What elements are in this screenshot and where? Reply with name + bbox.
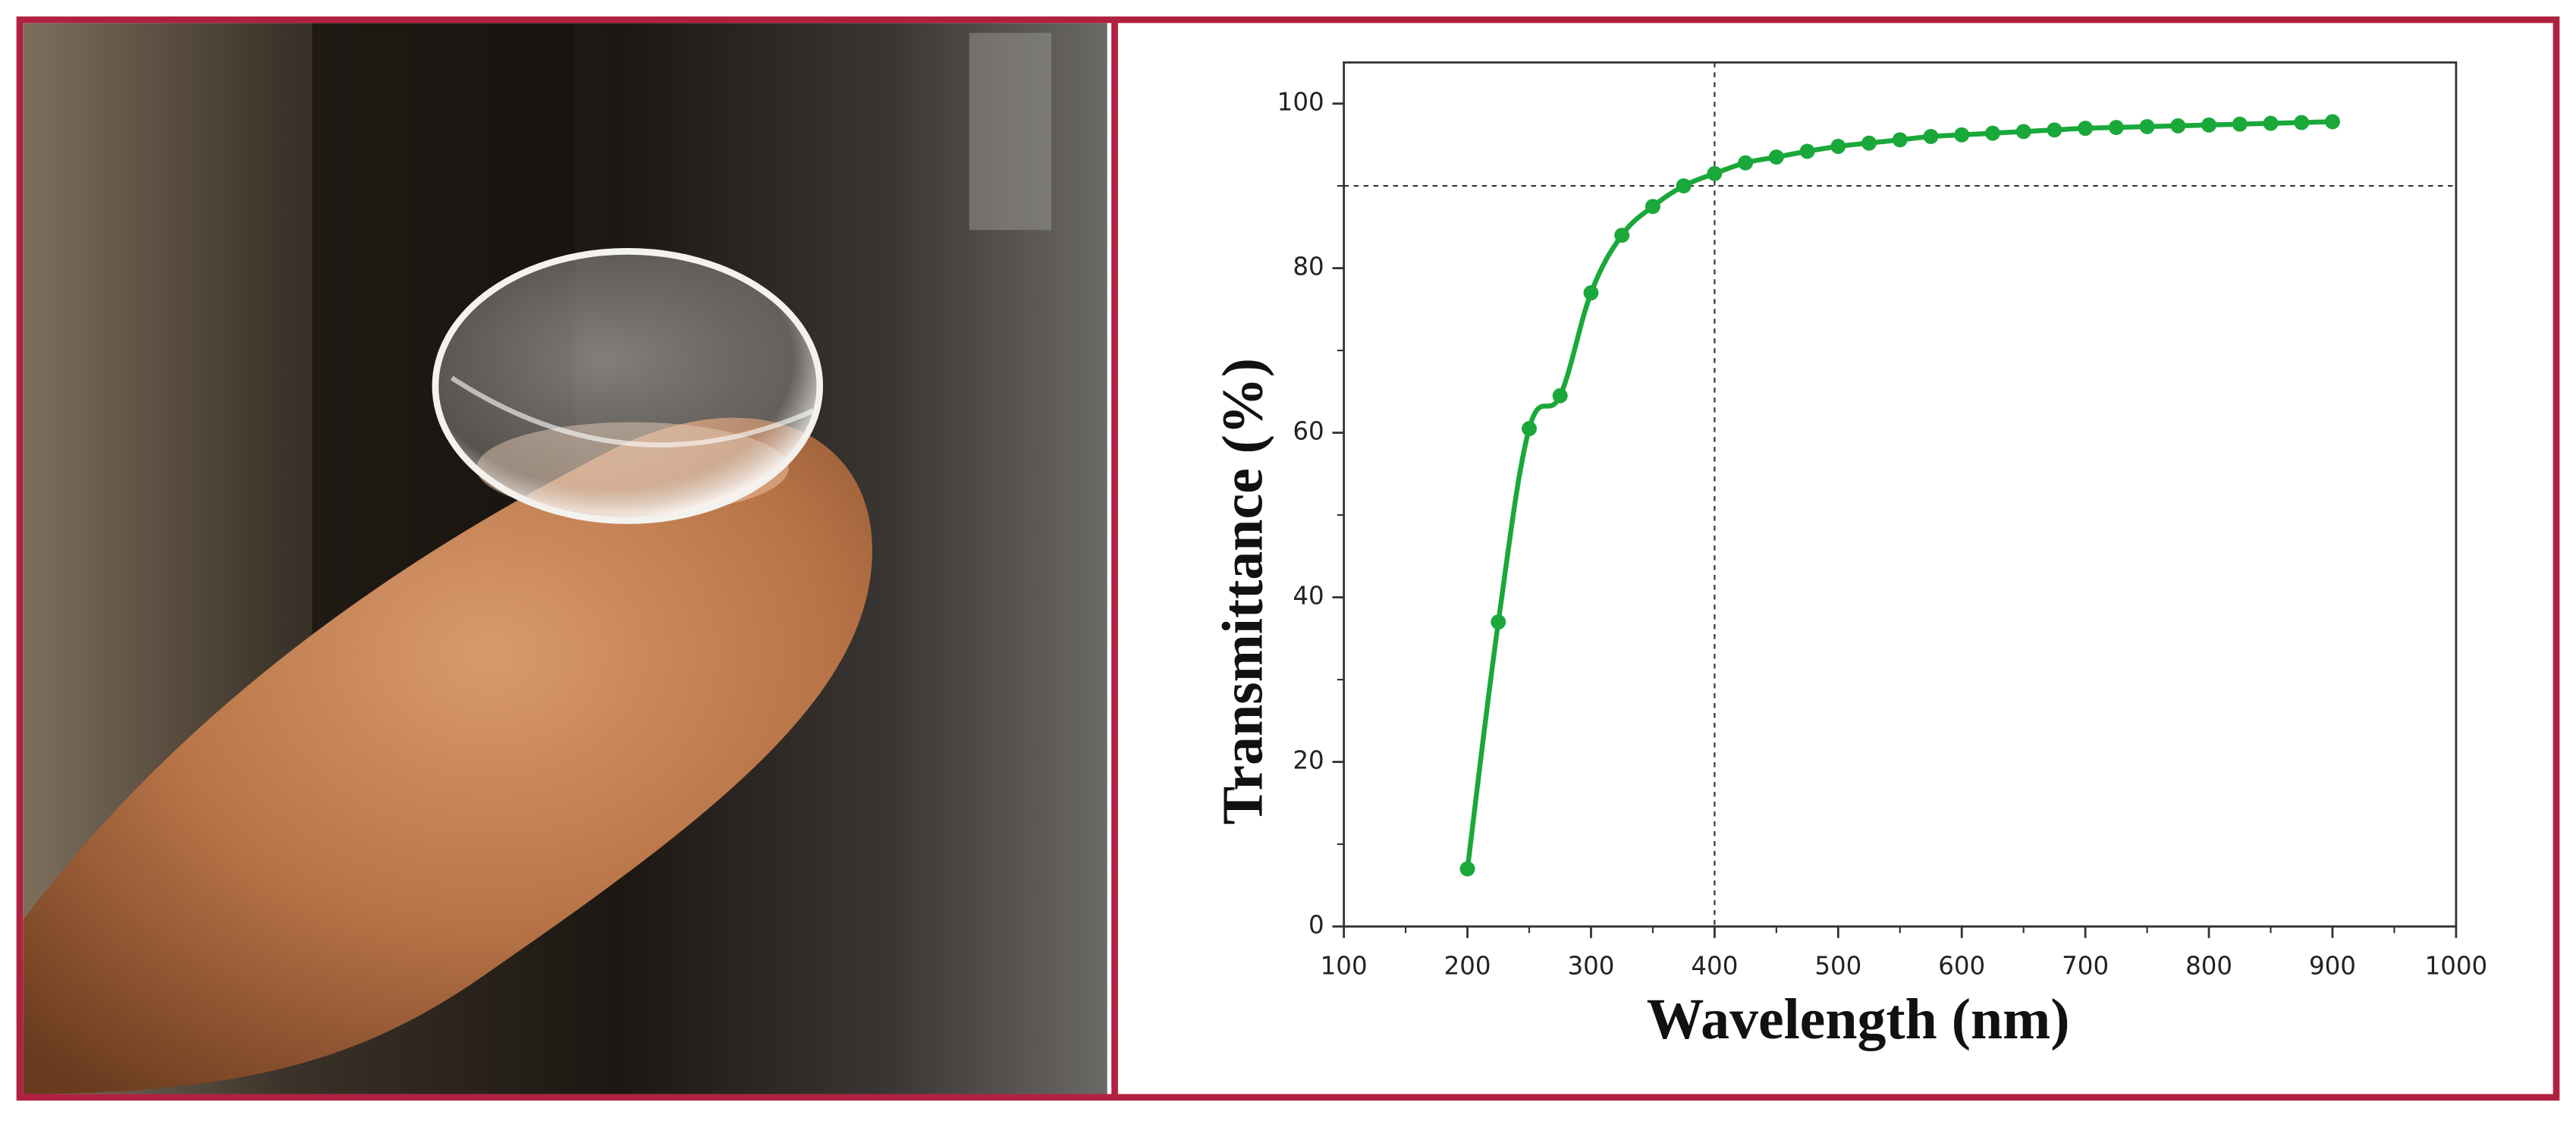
data-point <box>1645 199 1660 215</box>
x-tick-label: 500 <box>1814 952 1861 981</box>
data-point <box>2047 122 2062 138</box>
data-point <box>1491 614 1506 630</box>
y-axis-title: Transmittance (%) <box>1211 358 1274 824</box>
x-axis-title: Wavelength (nm) <box>1647 988 2070 1051</box>
outer-border <box>16 16 2560 1101</box>
data-point <box>1522 421 1537 437</box>
data-point <box>2232 116 2248 132</box>
y-tick-label: 80 <box>1293 253 1324 281</box>
x-tick-label: 100 <box>1321 952 1368 981</box>
data-point <box>2325 114 2340 130</box>
data-point <box>1707 165 1723 181</box>
x-tick-label: 700 <box>2062 952 2109 981</box>
y-tick-label: 40 <box>1293 582 1324 611</box>
x-tick-label: 200 <box>1444 952 1491 981</box>
data-point <box>2108 120 2124 135</box>
x-tick-label: 400 <box>1691 952 1738 981</box>
x-tick-label: 600 <box>1938 952 1985 981</box>
data-point <box>1614 228 1630 243</box>
data-point <box>1923 129 1939 144</box>
data-point <box>2201 117 2217 133</box>
data-point <box>1984 125 2000 141</box>
x-tick-label: 300 <box>1567 952 1614 981</box>
data-point <box>1768 149 1784 165</box>
data-point <box>1799 143 1815 159</box>
data-point <box>1892 132 1908 148</box>
photo <box>23 23 1107 1094</box>
contact-lens <box>432 248 824 524</box>
x-tick-label: 800 <box>2185 952 2232 981</box>
data-point <box>1459 861 1475 877</box>
y-tick-label: 0 <box>1308 911 1324 940</box>
data-point <box>1583 285 1599 301</box>
photo-highlight <box>969 33 1052 231</box>
lens-edge <box>450 375 815 447</box>
y-tick-label: 60 <box>1293 417 1324 446</box>
data-point <box>1830 139 1846 154</box>
data-point <box>1738 155 1754 171</box>
data-point <box>2263 115 2279 131</box>
data-point <box>2078 121 2094 137</box>
x-tick-label: 1000 <box>2425 952 2488 981</box>
data-point <box>1861 135 1877 151</box>
x-tick-label: 900 <box>2309 952 2356 981</box>
data-point <box>2170 118 2186 133</box>
y-tick-label: 20 <box>1293 746 1324 775</box>
data-point <box>2294 115 2310 130</box>
chart: Wavelength (nm) Transmittance (%) 100 200… <box>1211 61 2488 1051</box>
data-point <box>2139 118 2155 134</box>
y-tick-label: 100 <box>1277 88 1324 117</box>
data-point <box>1552 388 1568 403</box>
data-point <box>1676 178 1692 194</box>
data-point <box>2015 124 2031 140</box>
data-point <box>1954 127 1970 143</box>
finger <box>23 417 872 1094</box>
